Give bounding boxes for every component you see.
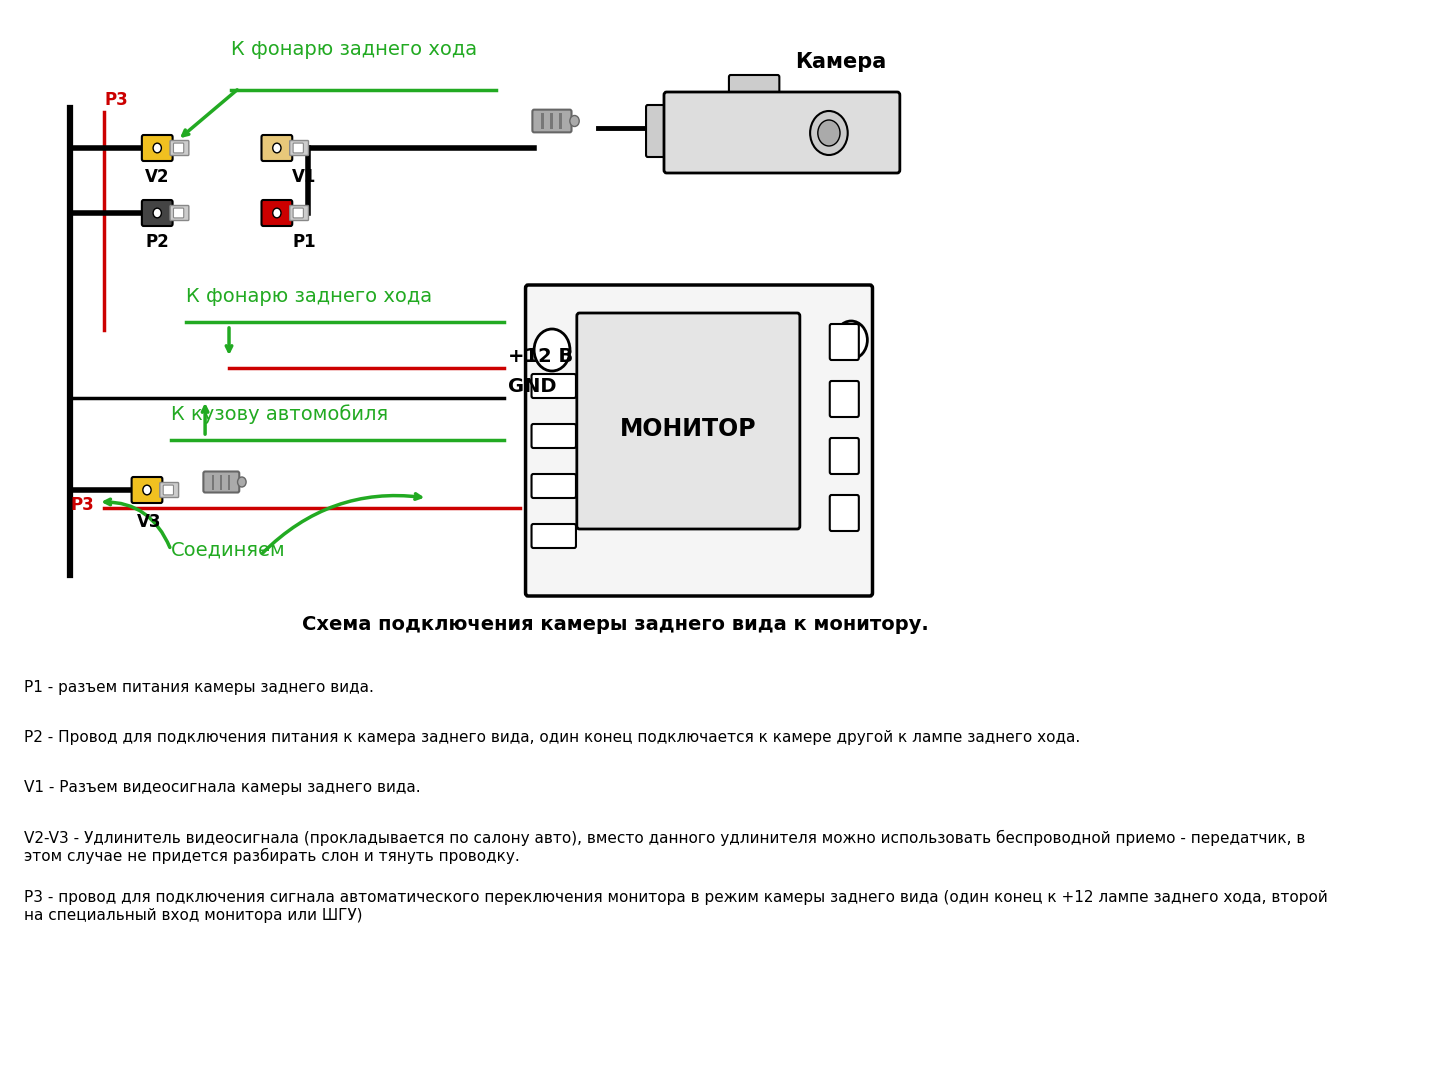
FancyBboxPatch shape — [170, 206, 189, 221]
Text: К кузову автомобиля: К кузову автомобиля — [171, 404, 387, 425]
Text: P3 - провод для подключения сигнала автоматического переключения монитора в режи: P3 - провод для подключения сигнала авто… — [24, 890, 1328, 905]
FancyBboxPatch shape — [531, 425, 576, 448]
Text: V3: V3 — [137, 513, 161, 531]
Text: Схема подключения камеры заднего вида к монитору.: Схема подключения камеры заднего вида к … — [302, 615, 929, 634]
Circle shape — [272, 208, 281, 218]
Text: P3: P3 — [104, 91, 128, 109]
FancyBboxPatch shape — [160, 482, 179, 497]
Bar — [550, 113, 553, 130]
Text: P2 - Провод для подключения питания к камера заднего вида, один конец подключает: P2 - Провод для подключения питания к ка… — [24, 730, 1080, 745]
Text: V1 - Разъем видеосигнала камеры заднего вида.: V1 - Разъем видеосигнала камеры заднего … — [24, 780, 420, 795]
Text: V2: V2 — [145, 168, 170, 187]
FancyBboxPatch shape — [531, 374, 576, 398]
FancyBboxPatch shape — [143, 135, 173, 161]
FancyBboxPatch shape — [531, 474, 576, 498]
FancyBboxPatch shape — [143, 200, 173, 226]
FancyBboxPatch shape — [289, 206, 308, 221]
Bar — [228, 475, 230, 490]
FancyBboxPatch shape — [294, 143, 304, 153]
FancyBboxPatch shape — [647, 105, 671, 157]
FancyBboxPatch shape — [131, 477, 163, 503]
Text: GND: GND — [508, 377, 557, 396]
FancyBboxPatch shape — [829, 381, 858, 417]
FancyBboxPatch shape — [729, 75, 779, 101]
FancyBboxPatch shape — [526, 285, 873, 596]
FancyBboxPatch shape — [664, 92, 900, 173]
Bar — [559, 113, 562, 130]
Text: Камера: Камера — [795, 53, 886, 72]
Bar — [220, 475, 222, 490]
Text: этом случае не придется разбирать слон и тянуть проводку.: этом случае не придется разбирать слон и… — [24, 848, 520, 864]
Text: Соединяем: Соединяем — [171, 540, 285, 559]
Circle shape — [272, 144, 281, 153]
FancyBboxPatch shape — [829, 324, 858, 360]
Text: P2: P2 — [145, 233, 168, 251]
Circle shape — [835, 321, 867, 359]
Circle shape — [818, 120, 840, 146]
FancyBboxPatch shape — [829, 438, 858, 474]
Circle shape — [811, 111, 848, 155]
FancyBboxPatch shape — [262, 200, 292, 226]
Circle shape — [153, 144, 161, 153]
FancyBboxPatch shape — [533, 109, 572, 132]
Text: V1: V1 — [292, 168, 317, 187]
FancyBboxPatch shape — [577, 313, 799, 528]
Text: P3: P3 — [71, 496, 94, 513]
Text: на специальный вход монитора или ШГУ): на специальный вход монитора или ШГУ) — [24, 908, 363, 923]
Text: К фонарю заднего хода: К фонарю заднего хода — [186, 287, 432, 306]
Text: V2-V3 - Удлинитель видеосигнала (прокладывается по салону авто), вместо данного : V2-V3 - Удлинитель видеосигнала (проклад… — [24, 830, 1305, 846]
Circle shape — [143, 486, 151, 495]
Circle shape — [570, 116, 579, 126]
Text: +12 В: +12 В — [508, 347, 573, 366]
Circle shape — [238, 477, 246, 487]
Circle shape — [153, 208, 161, 218]
FancyBboxPatch shape — [173, 143, 184, 153]
FancyBboxPatch shape — [203, 472, 239, 492]
Text: К фонарю заднего хода: К фонарю заднего хода — [230, 40, 477, 59]
Text: МОНИТОР: МОНИТОР — [621, 417, 756, 441]
FancyBboxPatch shape — [829, 495, 858, 531]
FancyBboxPatch shape — [531, 524, 576, 548]
FancyBboxPatch shape — [170, 140, 189, 155]
FancyBboxPatch shape — [262, 135, 292, 161]
Circle shape — [534, 329, 570, 371]
Bar — [541, 113, 544, 130]
Text: P1: P1 — [292, 233, 315, 251]
FancyBboxPatch shape — [289, 140, 308, 155]
FancyBboxPatch shape — [294, 208, 304, 218]
Bar — [212, 475, 215, 490]
Text: P1 - разъем питания камеры заднего вида.: P1 - разъем питания камеры заднего вида. — [24, 680, 374, 695]
FancyBboxPatch shape — [163, 486, 173, 495]
FancyBboxPatch shape — [173, 208, 184, 218]
